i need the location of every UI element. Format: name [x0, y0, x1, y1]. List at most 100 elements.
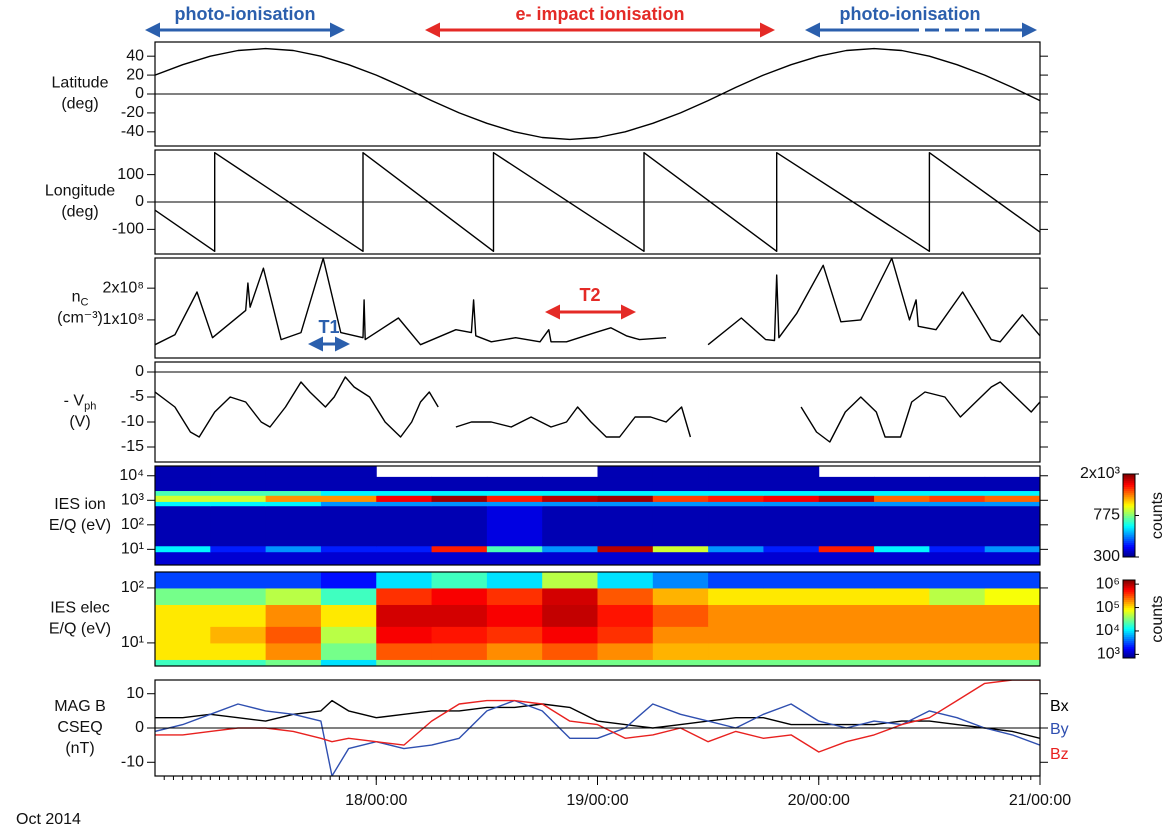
y-tick-label: -5	[130, 388, 144, 405]
y-axis-label: - Vph	[64, 393, 97, 413]
heat-cell	[376, 495, 433, 502]
colorbar-label: counts	[1149, 595, 1166, 642]
heat-cell	[155, 642, 211, 660]
heat-cell	[431, 490, 488, 496]
interval-label: T2	[579, 285, 600, 305]
heat-cell	[652, 642, 709, 660]
heat-cell	[210, 476, 267, 492]
heat-cell	[597, 587, 654, 605]
heat-cell	[597, 501, 654, 507]
heat-cell	[763, 501, 820, 507]
y-tick-label: 0	[135, 85, 144, 102]
colorbar-swatch	[1123, 532, 1135, 535]
colorbar-swatch	[1123, 505, 1135, 508]
colorbar-tick-label: 300	[1093, 548, 1120, 565]
heat-cell	[320, 476, 377, 492]
heat-cell	[265, 604, 322, 627]
heat-cell	[929, 501, 986, 507]
heat-cell	[874, 476, 930, 492]
region-arrows: photo-ionisation e- impact ionisation ph…	[145, 4, 1037, 352]
heat-cell	[984, 604, 1040, 627]
heat-cell	[597, 495, 654, 502]
colorbar-swatch	[1123, 498, 1135, 502]
heat-cell	[320, 659, 377, 666]
colorbar-swatch	[1123, 474, 1135, 477]
heat-cell	[210, 626, 267, 644]
heat-cell	[486, 659, 543, 666]
interval-label: T1	[318, 317, 339, 337]
y-axis-label-sub: C	[80, 296, 88, 308]
y-axis-label-sub: ph	[84, 400, 96, 412]
heat-cell	[763, 495, 820, 502]
heat-cell	[597, 642, 654, 660]
heat-cell	[984, 587, 1040, 605]
heat-cell	[652, 626, 709, 644]
heat-cell	[597, 466, 654, 478]
heat-cell	[542, 642, 598, 660]
heat-cell	[320, 466, 377, 478]
data-line	[155, 47, 1040, 141]
heat-cell	[265, 501, 322, 507]
colorbar-swatch	[1123, 488, 1135, 492]
x-tick-label: 18/00:00	[345, 792, 407, 809]
legend-entry: Bx	[1050, 698, 1069, 715]
colorbar-swatch	[1123, 642, 1135, 645]
heat-cell	[431, 659, 488, 666]
heat-cell	[155, 551, 211, 565]
heat-cell	[210, 587, 267, 605]
heat-cell	[874, 572, 930, 589]
colorbar-swatch	[1123, 550, 1135, 554]
colorbar-swatch	[1123, 656, 1135, 659]
heat-cell	[818, 659, 875, 666]
heat-cell	[763, 587, 820, 605]
heat-cell	[708, 626, 764, 644]
y-tick-label: 10³	[121, 492, 145, 509]
heat-cell	[376, 626, 433, 644]
heat-cell	[155, 490, 211, 496]
heat-cell	[708, 490, 764, 496]
heat-cell	[818, 626, 875, 644]
colorbar-tick-label: 10⁵	[1096, 599, 1120, 616]
colorbar-swatch	[1123, 581, 1135, 585]
heat-cell	[763, 490, 820, 496]
data-line	[155, 699, 1040, 739]
y-tick-label: 10	[126, 685, 144, 702]
y-axis-label: E/Q (eV)	[49, 621, 111, 638]
colorbar-swatch	[1123, 580, 1135, 583]
colorbar-swatch	[1123, 527, 1135, 531]
y-tick-label: -10	[121, 413, 144, 430]
heat-cell	[708, 659, 764, 666]
heat-cell	[431, 626, 488, 644]
heat-cell	[210, 604, 267, 627]
heat-cell	[929, 642, 986, 660]
y-axis-label: MAG B	[54, 698, 106, 715]
heat-cell	[818, 545, 875, 553]
y-axis-label: IES elec	[50, 600, 110, 617]
heat-cell	[542, 626, 598, 644]
colorbar-swatch	[1123, 484, 1135, 487]
colorbar-swatch	[1123, 583, 1135, 587]
colorbar-swatch	[1123, 554, 1135, 558]
data-line	[155, 376, 1040, 443]
heat-cell	[155, 587, 211, 605]
heat-cell	[597, 604, 654, 627]
heat-cell	[874, 490, 930, 496]
heat-cell	[155, 604, 211, 627]
colorbar-swatch	[1123, 636, 1135, 639]
panel-frame	[154, 465, 1041, 566]
heat-cell	[984, 626, 1040, 644]
heat-cell	[265, 466, 322, 478]
colorbar-swatch	[1123, 476, 1135, 479]
heat-cell	[210, 572, 267, 589]
y-tick-label: 100	[117, 166, 144, 183]
heat-cell	[597, 505, 654, 547]
colorbar-swatch	[1123, 634, 1135, 638]
colorbar-swatch	[1123, 536, 1135, 539]
colorbar-swatch	[1123, 640, 1135, 643]
colorbar-swatch	[1123, 500, 1135, 504]
heat-cell	[210, 659, 267, 666]
heat-cell	[486, 642, 543, 660]
colorbar-swatch	[1123, 507, 1135, 510]
x-axis-label: Oct 2014	[16, 811, 81, 828]
heat-cell	[929, 659, 986, 666]
